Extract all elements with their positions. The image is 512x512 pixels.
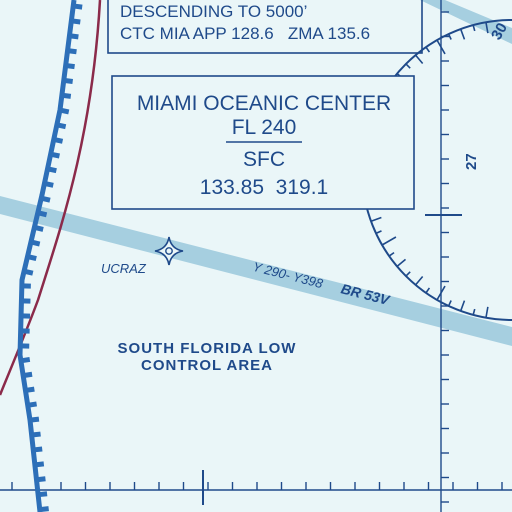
compass-tick — [447, 300, 452, 307]
boundary-hatch — [40, 195, 51, 203]
compass-tick — [388, 251, 395, 257]
boundary-hatch — [20, 356, 31, 364]
compass-label-30: 30 — [488, 20, 511, 43]
meridian-ticks — [441, 11, 449, 503]
airway-band — [0, 196, 512, 346]
oceanic-center-title: MIAMI OCEANIC CENTER — [137, 92, 391, 115]
compass-tick — [459, 300, 466, 312]
oceanic-center-box: MIAMI OCEANIC CENTER FL 240 SFC 133.85 3… — [111, 75, 415, 210]
parallel-ticks — [11, 482, 503, 490]
boundary-hatch — [22, 371, 33, 379]
boundary-hatch — [23, 268, 34, 276]
airspace-boundary — [17, 0, 83, 512]
oceanic-center-floor: SFC — [243, 148, 285, 171]
compass-tick — [485, 22, 489, 34]
waypoint-label: UCRAZ — [101, 261, 147, 276]
boundary-hatch — [69, 33, 79, 40]
boundary-hatch — [37, 491, 48, 498]
boundary-hatch — [65, 62, 75, 70]
compass-tick — [370, 216, 382, 223]
compass-tick — [447, 33, 452, 40]
compass-tick — [472, 24, 476, 32]
boundary-hatch — [72, 3, 83, 10]
boundary-hatch — [34, 461, 45, 468]
compass-tick — [485, 306, 489, 318]
oceanic-center-border — [111, 75, 415, 210]
oceanic-center-frequencies: 133.85 319.1 — [200, 176, 328, 199]
compass-label-27: 27 — [463, 153, 480, 170]
compass-tick — [459, 28, 466, 40]
compass-tick — [405, 271, 411, 277]
control-area-line2: CONTROL AREA — [141, 357, 273, 374]
boundary-hatch — [26, 254, 37, 262]
boundary-hatch — [56, 122, 67, 130]
special-use-boundary-line — [0, 0, 102, 396]
compass-tick — [472, 308, 476, 316]
boundary-hatch — [63, 77, 74, 84]
boundary-hatch — [37, 210, 48, 218]
compass-tick — [381, 236, 397, 246]
compass-tick — [425, 46, 431, 53]
boundary-hatch — [47, 166, 57, 174]
waypoint-ucraz[interactable]: UCRAZ — [101, 236, 184, 276]
approach-note-border — [107, 0, 423, 54]
boundary-hatch — [32, 446, 43, 453]
boundary-hatch — [25, 386, 35, 393]
boundary-hatch — [59, 107, 70, 115]
compass-tick — [414, 275, 424, 286]
boundary-hatch — [31, 431, 41, 438]
waypoint-star-icon — [154, 236, 184, 266]
boundary-hatch — [36, 476, 46, 483]
compass-tick — [405, 63, 411, 69]
boundary-hatch — [27, 401, 38, 408]
boundary-hatch — [67, 48, 77, 55]
compass-tick — [396, 258, 407, 268]
compass-tick — [375, 230, 382, 235]
approach-note-line2: CTC MIA APP 128.6 ZMA 135.6 — [120, 24, 370, 43]
boundary-hatch — [71, 18, 81, 25]
compass-tick — [414, 54, 424, 65]
airway-band-upper — [420, 0, 512, 44]
boundary-hatch — [53, 137, 64, 144]
approach-note-box: DESCENDING TO 5000’ CTC MIA APP 128.6 ZM… — [107, 0, 423, 54]
approach-note-line1: DESCENDING TO 5000’ — [120, 2, 307, 21]
compass-tick — [425, 287, 431, 294]
boundary-hatch — [30, 239, 41, 247]
boundary-hatch — [33, 224, 44, 232]
boundary-hatch — [61, 92, 72, 99]
control-area-line1: SOUTH FLORIDA LOW — [118, 340, 297, 357]
boundary-hatch — [39, 506, 49, 512]
boundary-hatch — [29, 416, 40, 423]
oceanic-center-ceiling: FL 240 — [232, 116, 297, 139]
boundary-hatch — [50, 151, 60, 159]
control-area-label: SOUTH FLORIDA LOW CONTROL AREA — [118, 340, 297, 374]
airspace-boundary-hatches — [20, 3, 83, 512]
boundary-hatch — [43, 181, 54, 188]
